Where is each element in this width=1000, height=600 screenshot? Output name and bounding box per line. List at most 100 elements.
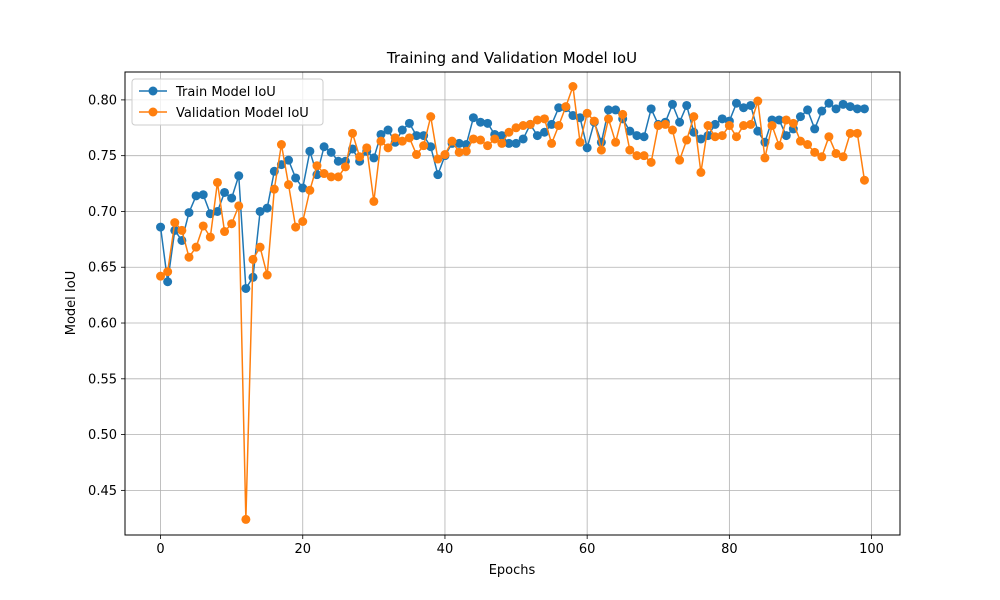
data-point — [220, 187, 230, 197]
data-point — [795, 112, 805, 122]
data-point — [483, 118, 493, 128]
data-point — [390, 133, 400, 143]
data-point — [440, 150, 450, 160]
data-point — [497, 131, 507, 141]
data-point — [369, 196, 379, 206]
y-tick-label: 0.65 — [88, 261, 117, 276]
y-tick-label: 0.75 — [88, 149, 117, 164]
data-point — [476, 117, 486, 127]
data-point — [561, 102, 571, 112]
data-point — [191, 191, 201, 201]
data-point — [212, 206, 222, 216]
data-point — [234, 201, 244, 211]
data-point — [582, 143, 592, 153]
data-point — [490, 134, 500, 144]
data-point — [262, 270, 272, 280]
data-point — [639, 151, 649, 161]
data-point — [461, 146, 471, 156]
data-point — [241, 283, 251, 293]
data-point — [404, 133, 414, 143]
data-point — [511, 138, 521, 148]
data-point — [703, 121, 713, 131]
data-point — [504, 127, 514, 137]
data-point — [319, 142, 329, 152]
data-point — [355, 152, 365, 162]
data-point — [795, 136, 805, 146]
data-point — [497, 138, 507, 148]
data-point — [660, 119, 670, 129]
data-point — [554, 121, 564, 131]
data-point — [170, 225, 180, 235]
data-point — [163, 277, 173, 287]
data-point — [220, 227, 230, 237]
data-point — [675, 155, 685, 165]
y-tick-label: 0.60 — [88, 317, 117, 332]
data-point — [369, 153, 379, 163]
data-point — [198, 190, 208, 200]
data-point — [625, 145, 635, 155]
data-point — [163, 267, 173, 277]
data-point — [632, 151, 642, 161]
data-point — [539, 114, 549, 124]
data-point — [212, 177, 222, 187]
data-point — [340, 162, 350, 172]
data-point — [262, 203, 272, 213]
chart-title: Training and Validation Model IoU — [386, 49, 637, 67]
data-point — [305, 146, 315, 156]
series-validation — [156, 82, 869, 524]
data-point — [568, 111, 578, 121]
y-axis-label: Model IoU — [64, 271, 79, 335]
data-point — [646, 157, 656, 167]
data-point — [824, 98, 834, 108]
data-point — [419, 141, 429, 151]
data-point — [767, 121, 777, 131]
data-point — [269, 184, 279, 194]
data-point — [859, 104, 869, 114]
x-tick-label: 20 — [294, 542, 311, 557]
data-point — [476, 135, 486, 145]
data-point — [468, 113, 478, 123]
data-point — [731, 132, 741, 142]
data-point — [781, 131, 791, 141]
data-point — [539, 127, 549, 137]
data-point — [205, 232, 215, 242]
data-point — [198, 221, 208, 231]
data-point — [191, 242, 201, 252]
data-point — [611, 137, 621, 147]
data-point — [788, 118, 798, 128]
data-point — [177, 225, 187, 235]
data-point — [227, 219, 237, 229]
data-point — [184, 252, 194, 262]
data-point — [255, 206, 265, 216]
legend-marker-train — [148, 86, 158, 96]
x-axis: 0 20 40 60 80 100 — [156, 535, 884, 557]
data-point — [504, 138, 514, 148]
data-point — [817, 106, 827, 116]
data-point — [710, 132, 720, 142]
data-point — [412, 131, 422, 141]
data-point — [426, 142, 436, 152]
data-point — [284, 155, 294, 165]
data-point — [518, 121, 528, 131]
data-point — [625, 126, 635, 136]
series-layer — [156, 82, 869, 524]
data-point — [803, 140, 813, 150]
data-point — [582, 108, 592, 118]
data-point — [682, 135, 692, 145]
data-point — [753, 96, 763, 106]
data-point — [404, 118, 414, 128]
data-point — [426, 112, 436, 122]
data-point — [831, 104, 841, 114]
data-point — [447, 136, 457, 146]
y-tick-label: 0.55 — [88, 372, 117, 387]
data-point — [319, 169, 329, 179]
data-point — [824, 132, 834, 142]
data-point — [575, 137, 585, 147]
data-point — [227, 193, 237, 203]
x-axis-label: Epochs — [489, 563, 536, 578]
data-point — [156, 222, 166, 232]
data-point — [632, 131, 642, 141]
data-point — [333, 156, 343, 166]
data-point — [156, 271, 166, 281]
